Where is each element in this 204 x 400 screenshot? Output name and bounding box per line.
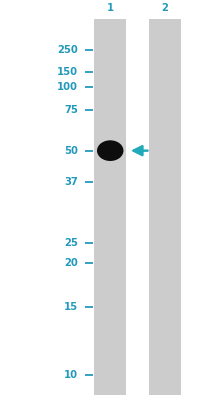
- Bar: [149, 19, 180, 395]
- Text: 100: 100: [57, 82, 78, 92]
- Text: 2: 2: [161, 3, 168, 13]
- Text: 50: 50: [64, 146, 78, 156]
- Text: 20: 20: [64, 258, 78, 268]
- Bar: [94, 19, 125, 395]
- Text: 75: 75: [64, 105, 78, 115]
- Text: 1: 1: [106, 3, 113, 13]
- Text: 10: 10: [64, 370, 78, 380]
- Ellipse shape: [96, 140, 123, 161]
- Text: 15: 15: [64, 302, 78, 312]
- Text: 37: 37: [64, 178, 78, 188]
- Text: 250: 250: [57, 45, 78, 55]
- Text: 150: 150: [57, 67, 78, 77]
- Text: 25: 25: [64, 238, 78, 248]
